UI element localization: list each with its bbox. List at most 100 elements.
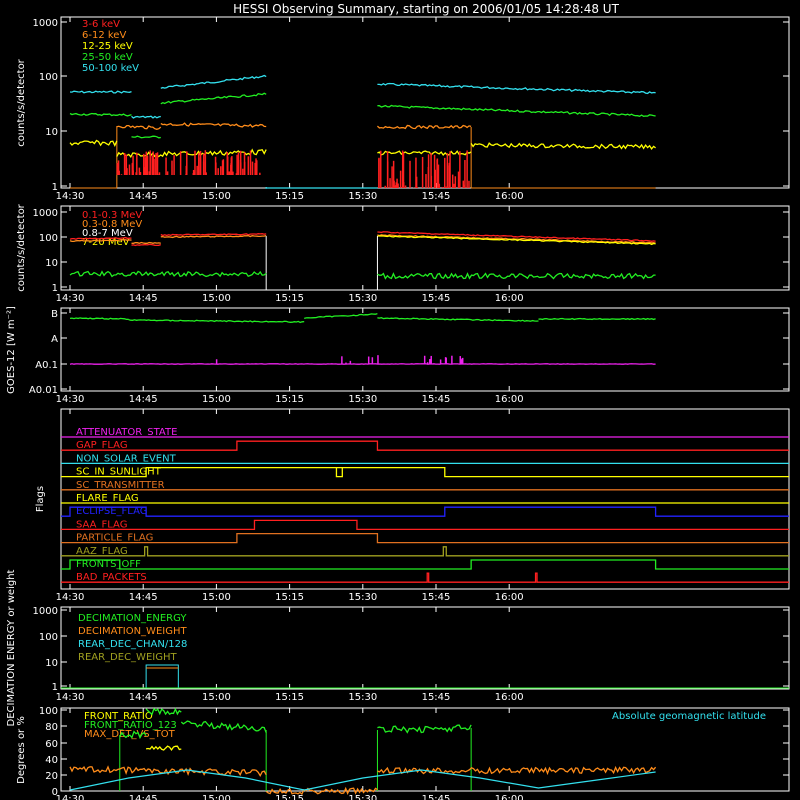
panel2-xtick-label: 16:00 — [495, 293, 524, 304]
panel2-ytick-label: 1 — [52, 283, 58, 294]
panel6-frame — [60, 707, 790, 792]
panel2-series-green-b — [377, 272, 656, 280]
panel2-series-red — [69, 233, 267, 247]
panel2-series-red-b — [377, 231, 656, 242]
panel3-xtick-label: 15:30 — [348, 394, 377, 405]
panel4-xtick-label: 15:30 — [348, 592, 377, 603]
chart-title: HESSI Observing Summary, starting on 200… — [233, 2, 619, 16]
panel1-series-orange-b — [376, 124, 472, 130]
panel2-series-yellow — [377, 235, 656, 246]
panel5-xtick-label: 15:30 — [348, 692, 377, 703]
panel6-legend-1: FRONT_RATIO_123 — [84, 720, 177, 731]
panel3-xtick-label: 14:30 — [56, 394, 85, 405]
panel4-flag-label-4: SC_TRANSMITTER — [76, 480, 165, 491]
panel3-ytick-label: B — [51, 309, 58, 320]
panel4-flag-line-9 — [61, 546, 789, 557]
panel1-series-orange — [116, 122, 267, 130]
panel4-flag-label-7: SAA_FLAG — [76, 519, 127, 530]
panel4-flag-line-6 — [61, 506, 789, 517]
panel1-xtick-label: 15:00 — [202, 191, 231, 202]
panel2-xtick-label: 15:00 — [202, 293, 231, 304]
panel1-frame — [60, 16, 790, 189]
panel4-xtick-label: 14:30 — [56, 592, 85, 603]
panel4-flag-label-1: GAP_FLAG — [76, 440, 128, 451]
panel5-ytick-label: 10 — [45, 658, 58, 669]
panel4-xtick-label: 15:00 — [202, 592, 231, 603]
panel4-flag-label-5: FLARE_FLAG — [76, 493, 139, 504]
panel2-xtick-label: 15:45 — [422, 293, 451, 304]
panel2-series-orange — [69, 234, 267, 244]
panel5-ytick-label: 1000 — [33, 606, 58, 617]
panel5-xtick-label: 15:45 — [422, 692, 451, 703]
panel2-ytick-label: 1000 — [33, 208, 58, 219]
panel1-ytick-label: 100 — [39, 72, 58, 83]
panel1-xtick-label: 16:00 — [495, 191, 524, 202]
panel1-series-yellow — [69, 139, 267, 158]
panel1-xtick-label: 15:30 — [348, 191, 377, 202]
panel4-xtick-label: 14:45 — [129, 592, 158, 603]
panel6-xtick-label: 15:30 — [348, 794, 377, 800]
panel4-flag-label-9: AAZ_FLAG — [76, 546, 128, 557]
panel1-ytick-label: 10 — [45, 127, 58, 138]
panel2-ylabel: counts/s/detector — [16, 203, 27, 291]
panel3-ylabel: GOES-12 [W m⁻²] — [6, 306, 17, 394]
panel4-xtick-label: 16:00 — [495, 592, 524, 603]
panel6-ytick-label: 0 — [52, 787, 58, 798]
panel3-xtick-label: 14:45 — [129, 394, 158, 405]
panel3-ytick-label: A0.01 — [29, 385, 58, 396]
panel2-xtick-label: 14:30 — [56, 293, 85, 304]
panel2-ytick-label: 100 — [39, 233, 58, 244]
panel3-series-goes-long — [69, 312, 656, 324]
panel1-series-cyan — [69, 74, 267, 189]
panel1-xtick-label: 15:15 — [275, 191, 304, 202]
panel4-frame — [60, 408, 790, 590]
panel6-xtick-label: 15:15 — [275, 794, 304, 800]
panel4-flag-label-6: ECLIPSE_FLAG — [76, 506, 147, 517]
panel4-flag-label-2: NON_SOLAR_EVENT — [76, 453, 177, 464]
panel1-xtick-label: 15:45 — [422, 191, 451, 202]
panel2-ytick-label: 10 — [45, 258, 58, 269]
panel1-xtick-label: 14:30 — [56, 191, 85, 202]
panel6-ylabel: Degrees or % — [16, 716, 27, 784]
panel5-xtick-label: 15:00 — [202, 692, 231, 703]
panel6-series-maxdet — [69, 765, 657, 796]
panel1-ytick-label: 1000 — [33, 18, 58, 29]
panel4-flag-line-1 — [61, 440, 789, 451]
panel5-legend-2: REAR_DEC_CHAN/128 — [78, 639, 187, 650]
panel4-flag-label-10: FRONTS_OFF — [76, 559, 141, 570]
panel5-xtick-label: 16:00 — [495, 692, 524, 703]
panel6-ytick-label: 40 — [45, 755, 58, 766]
panel4-flag-line-10 — [61, 559, 789, 570]
panel6-series-geomag — [69, 769, 656, 791]
panel4-flag-label-3: SC_IN_SUNLIGHT — [76, 467, 162, 478]
panel5-xtick-label: 14:30 — [56, 692, 85, 703]
panel6-series-front123 — [119, 707, 267, 740]
panel4-flag-label-11: BAD_PACKETS — [76, 572, 147, 583]
panel2-xtick-label: 15:15 — [275, 293, 304, 304]
panel3-xtick-label: 15:15 — [275, 394, 304, 405]
panel4-flag-line-8 — [61, 532, 789, 544]
panel4-xtick-label: 15:45 — [422, 592, 451, 603]
panel6-ytick-label: 80 — [45, 722, 58, 733]
panel6-ytick-label: 100 — [39, 706, 58, 717]
panel3-xtick-label: 15:00 — [202, 394, 231, 405]
panel1-legend-2: 12-25 keV — [82, 41, 133, 52]
panel3-xtick-label: 16:00 — [495, 394, 524, 405]
panel4-ylabel: Flags — [35, 486, 46, 512]
panel3-ytick-label: A0.1 — [35, 360, 58, 371]
panel2-legend-2: 0.8-7 MeV — [82, 228, 133, 239]
panel1-series-yellow-b — [377, 142, 656, 157]
panel5-legend-3: REAR_DEC_WEIGHT — [78, 652, 177, 663]
panel2-legend-3: 7-20 MeV — [82, 237, 130, 248]
panel2-series-green — [69, 270, 267, 278]
panel6-xtick-label: 14:45 — [129, 794, 158, 800]
panel6-legend-3: Absolute geomagnetic latitude — [612, 711, 766, 722]
panel5-xtick-label: 14:45 — [129, 692, 158, 703]
panel4-flag-label-0: ATTENUATOR_STATE — [76, 427, 177, 438]
panel1-series-green-b — [377, 104, 656, 118]
panel6-series-front123-b — [377, 724, 472, 734]
panel6-series-front — [145, 745, 182, 752]
panel2-legend-1: 0.3-0.8 MeV — [82, 219, 142, 230]
panel5-ylabel: DECIMATION ENERGY or weight — [6, 569, 17, 726]
panel2-series-orange-b — [377, 234, 656, 244]
